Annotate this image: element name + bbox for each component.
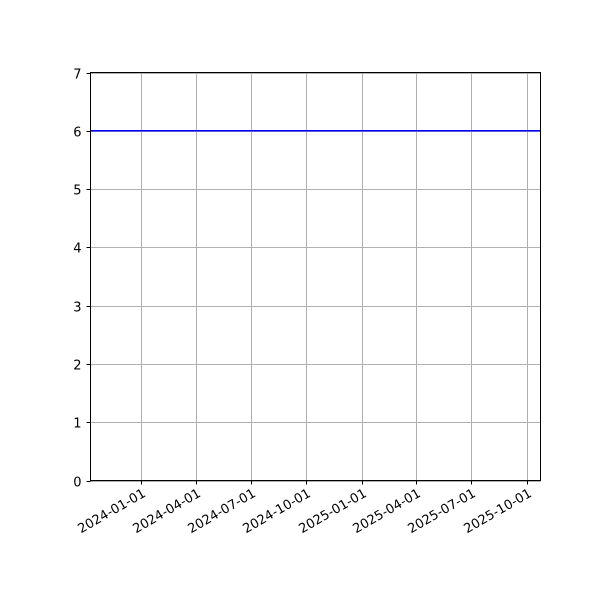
- y-tick-label: 6: [73, 126, 81, 141]
- y-tick-label: 3: [73, 301, 81, 316]
- y-tick-label: 2: [73, 359, 81, 374]
- y-tick-label: 5: [73, 184, 81, 199]
- y-axis: 0 1 2 3 4 5 6 7: [73, 68, 91, 491]
- y-tick-label: 1: [73, 417, 81, 432]
- grid: [90, 72, 541, 482]
- plot-frame: [90, 72, 541, 481]
- y-tick-label: 4: [73, 242, 81, 257]
- y-tick-label: 7: [73, 68, 81, 83]
- x-axis: 2024-01-012024-04-012024-07-012024-10-01…: [76, 480, 535, 537]
- y-tick-label: 0: [73, 476, 81, 491]
